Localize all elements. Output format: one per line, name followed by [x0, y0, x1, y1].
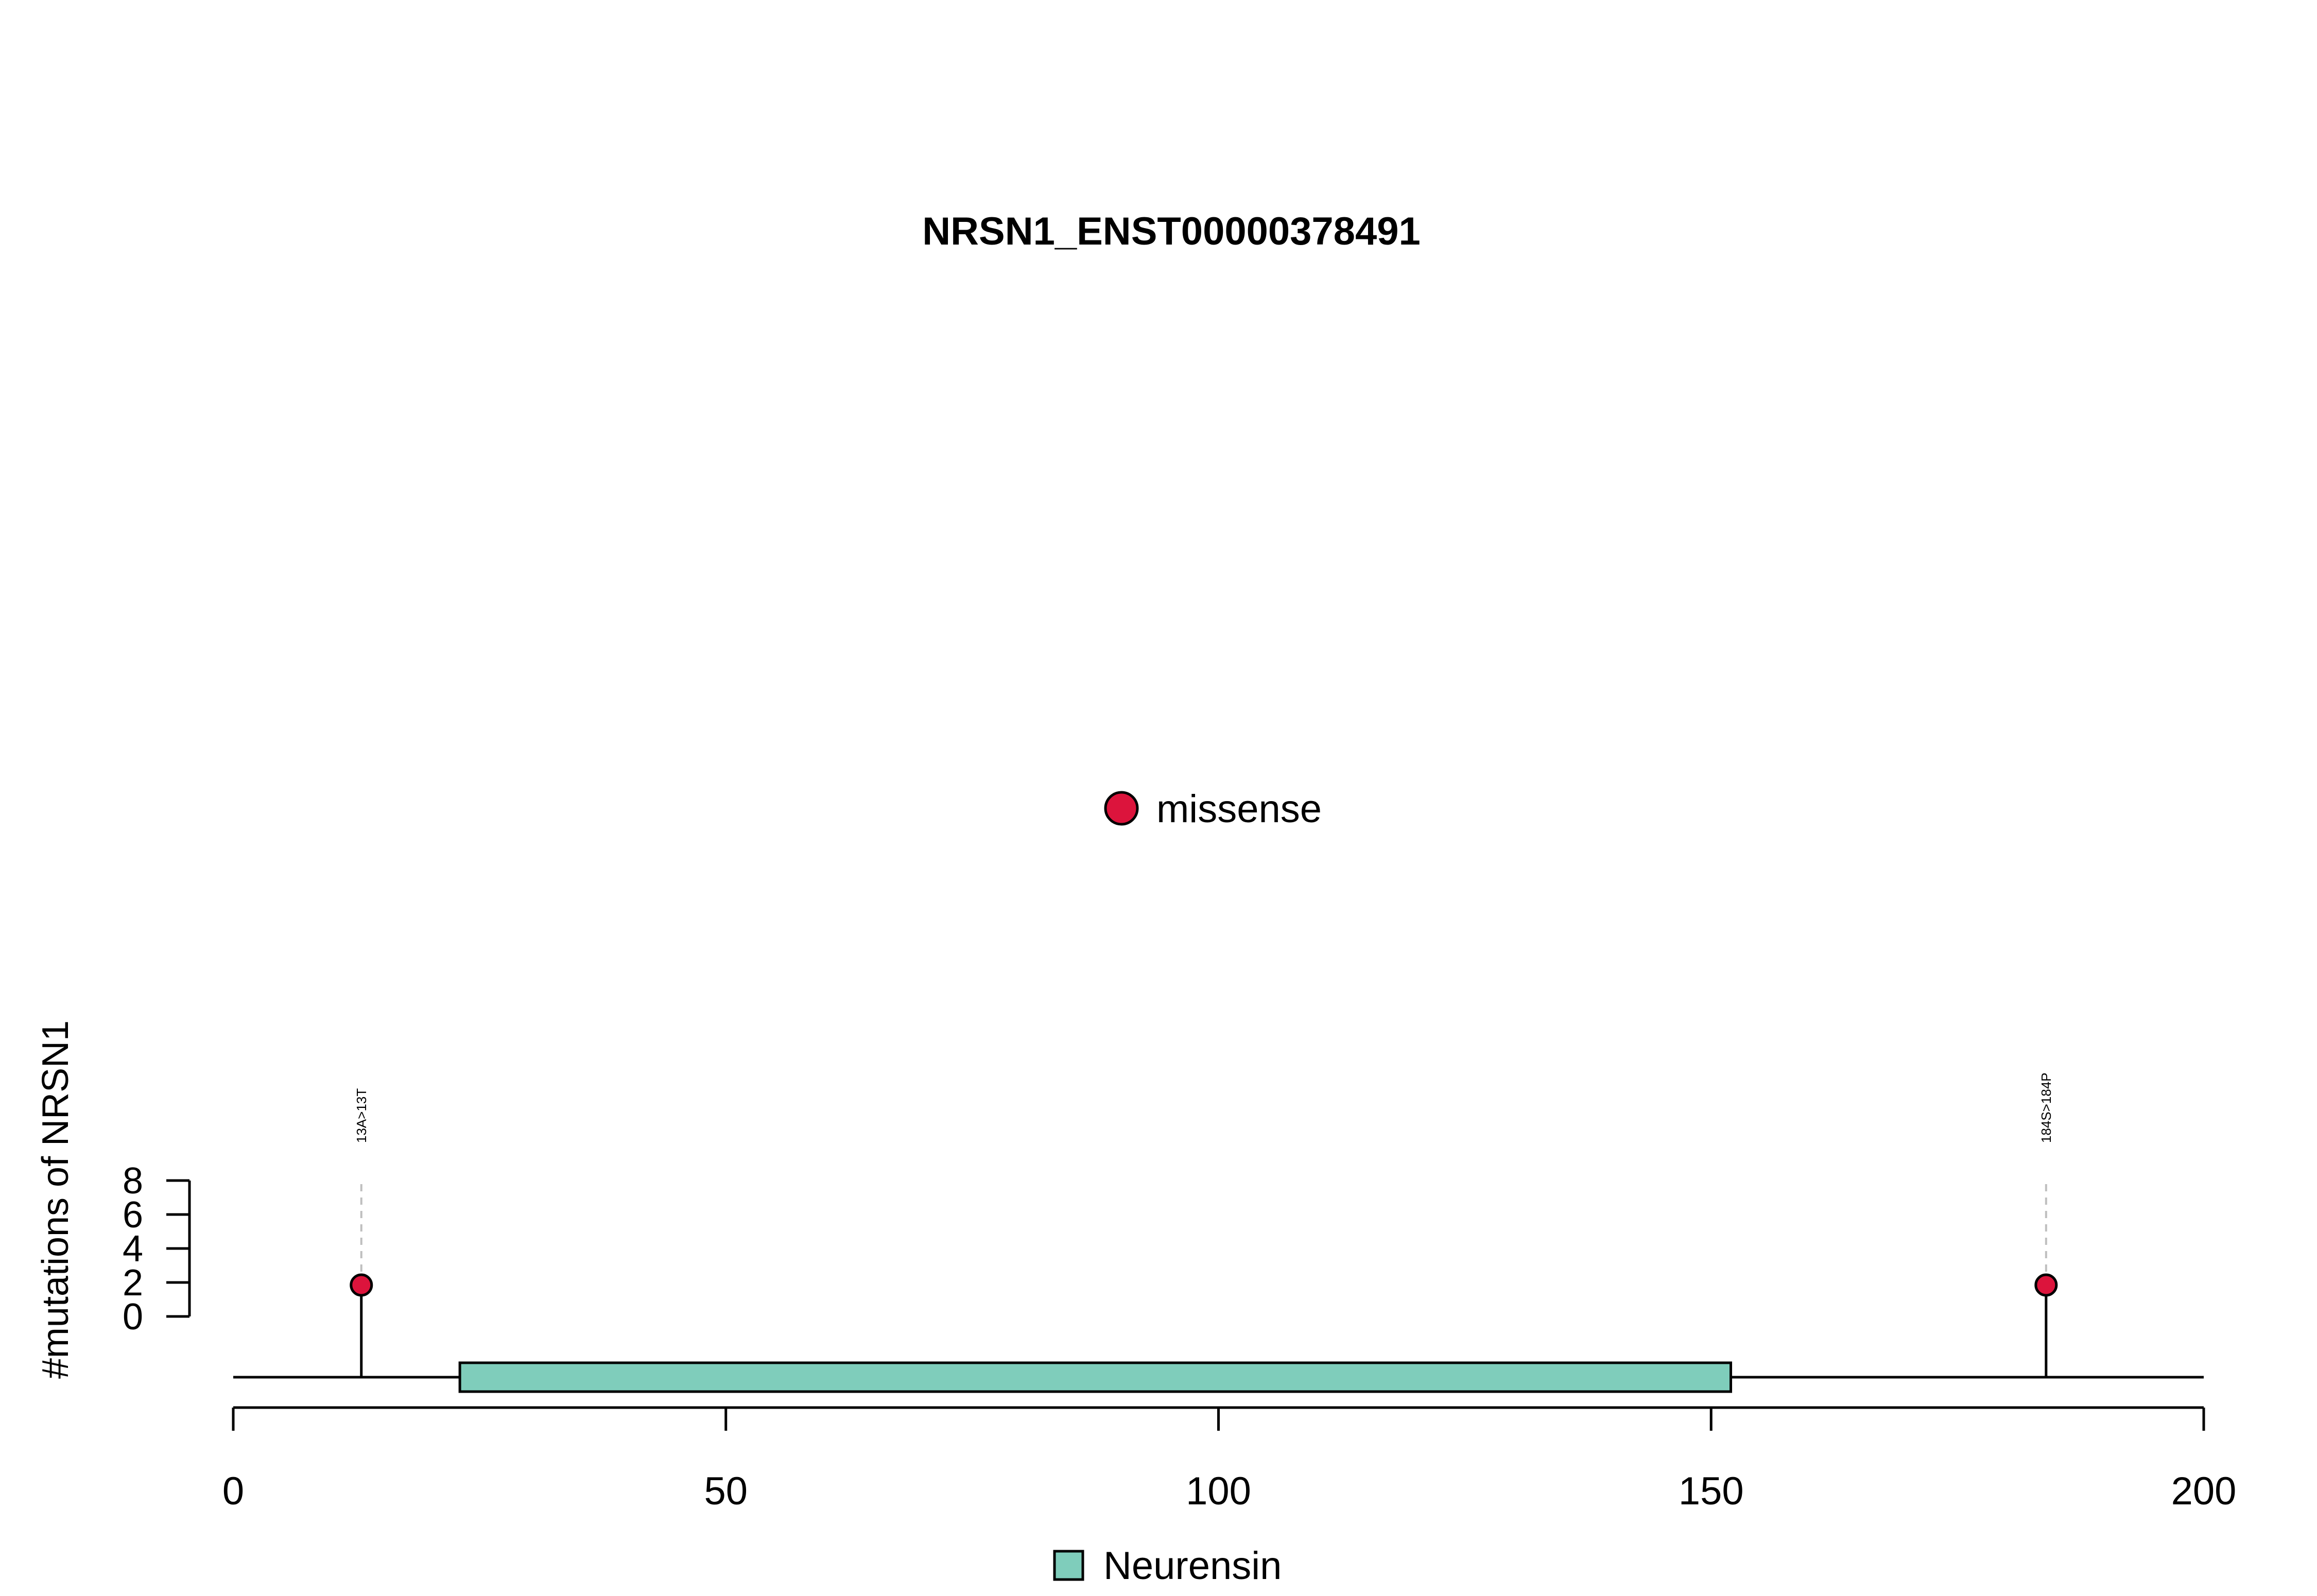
legend-label-missense: missense — [1156, 787, 1322, 831]
x-tick-label: 150 — [1679, 1469, 1744, 1513]
mutation-label: 13A>13T — [354, 1088, 369, 1143]
y-tick-label: 8 — [123, 1160, 143, 1202]
y-tick-label: 6 — [123, 1194, 143, 1236]
y-tick-label: 4 — [123, 1228, 143, 1270]
legend-label-neurensin: Neurensin — [1103, 1544, 1282, 1588]
x-tick-label: 200 — [2171, 1469, 2237, 1513]
y-tick-label: 2 — [123, 1262, 143, 1304]
x-tick-label: 100 — [1186, 1469, 1251, 1513]
mutation-label: 184S>184P — [2038, 1072, 2054, 1143]
y-tick-label: 0 — [123, 1296, 143, 1338]
mutation-legend: missense — [1104, 787, 1322, 831]
legend-swatch-neurensin — [1053, 1550, 1084, 1581]
legend-marker-missense — [1104, 791, 1139, 826]
x-tick-label: 0 — [222, 1469, 244, 1513]
mutation-point — [350, 1273, 373, 1297]
y-axis-label: #mutations of NRSN1 — [35, 1020, 76, 1379]
mutation-point — [2034, 1273, 2058, 1297]
mutation-layer: 13A>13T 184S>184P — [350, 1072, 2058, 1377]
x-tick-label: 50 — [704, 1469, 748, 1513]
domain-neurensin — [458, 1361, 1733, 1393]
domain-legend: Neurensin — [1053, 1544, 1282, 1588]
x-axis: 0 50 100 150 200 — [222, 1406, 2237, 1513]
chart-title: NRSN1_ENST00000378491 — [922, 210, 1421, 253]
domain-layer — [458, 1361, 1733, 1393]
